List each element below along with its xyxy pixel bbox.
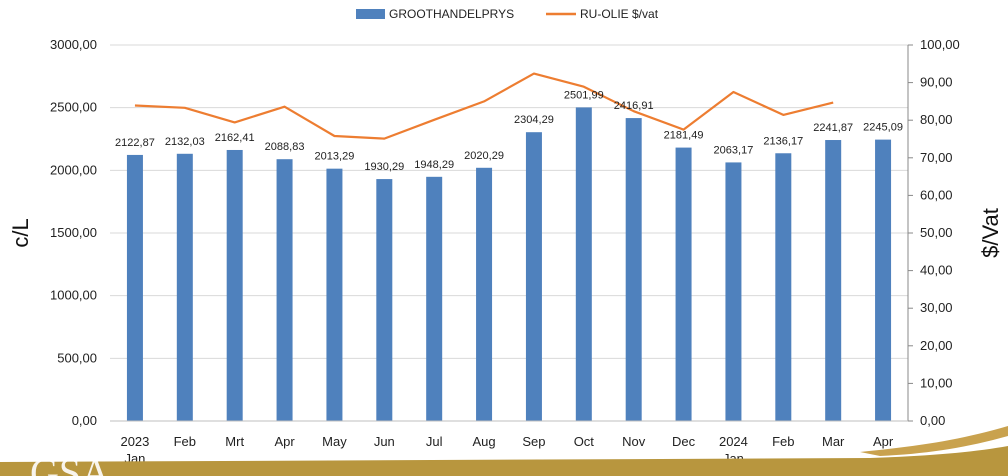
data-label: 2136,17 [763, 135, 803, 147]
bar [126, 154, 143, 421]
data-label: 2416,91 [614, 100, 654, 112]
x-tick-label: Mar [822, 434, 845, 449]
x-tick-label: Apr [274, 434, 295, 449]
line-series [134, 72, 834, 140]
bar [376, 179, 393, 421]
left-axis: 0,00 500,00 1000,00 1500,00 2000,00 2500,00 30… [50, 37, 97, 428]
legend: GROOTHANDELPRYS RU-OLIE $/vat [356, 7, 659, 21]
x-tick-label: May [322, 434, 347, 449]
bar [176, 153, 193, 421]
y2-tick-label: 80,00 [920, 112, 953, 127]
x-tick-label: Mrt [225, 434, 244, 449]
x-tick-label: Jul [426, 434, 443, 449]
data-label: 2304,29 [514, 114, 554, 126]
y-tick-label: 0,00 [72, 413, 97, 428]
x-tick-label: Feb [174, 434, 196, 449]
data-label: 2181,49 [664, 130, 704, 142]
y2-tick-label: 50,00 [920, 225, 953, 240]
footer-gold-band [0, 446, 1008, 476]
bar [675, 147, 692, 421]
line-series-path [134, 72, 834, 140]
x-tick-label: 2024 [719, 434, 748, 449]
bar [326, 168, 343, 421]
bar [276, 159, 293, 422]
bar [725, 162, 742, 422]
bar [525, 132, 542, 421]
bar [226, 149, 243, 421]
data-label: 2122,87 [115, 137, 155, 149]
y-tick-label: 3000,00 [50, 37, 97, 52]
y2-axis-title: $/Vat [978, 208, 1003, 258]
bar [625, 118, 642, 421]
data-label: 1948,29 [414, 159, 454, 171]
data-label: 2241,87 [813, 122, 853, 134]
data-label: 2132,03 [165, 136, 205, 148]
y2-tick-label: 70,00 [920, 150, 953, 165]
y-tick-label: 1000,00 [50, 288, 97, 303]
y2-tick-label: 90,00 [920, 75, 953, 90]
x-tick-label: Oct [574, 434, 595, 449]
footer-swoosh [860, 426, 1008, 456]
y2-tick-label: 10,00 [920, 375, 953, 390]
y2-tick-label: 30,00 [920, 300, 953, 315]
y2-tick-label: 100,00 [920, 37, 960, 52]
y2-tick-label: 0,00 [920, 413, 945, 428]
bar [575, 107, 592, 422]
legend-label-bar: GROOTHANDELPRYS [389, 7, 514, 21]
data-label: 2088,83 [265, 141, 305, 153]
bar [775, 153, 792, 421]
bar-series [126, 107, 892, 422]
y2-tick-label: 60,00 [920, 187, 953, 202]
footer-logo-text: GSA [30, 450, 110, 476]
x-tick-label: Aug [472, 434, 495, 449]
x-tick-label: Dec [672, 434, 696, 449]
x-tick-label: Jun [374, 434, 395, 449]
data-labels: 2122,87 2132,03 2162,41 2088,83 2013,29 1930,… [115, 89, 903, 173]
data-label: 2020,29 [464, 150, 504, 162]
bar [875, 139, 892, 421]
data-label: 2162,41 [215, 132, 255, 144]
x-tick-label: Nov [622, 434, 646, 449]
x-tick-label: Feb [772, 434, 794, 449]
y-tick-label: 500,00 [57, 350, 97, 365]
data-label: 2063,17 [714, 144, 754, 156]
data-label: 2501,99 [564, 89, 604, 101]
y-tick-label: 2500,00 [50, 100, 97, 115]
data-label: 2013,29 [315, 151, 355, 163]
x-tick-label: Sep [522, 434, 545, 449]
x-tick-label: 2023 [120, 434, 149, 449]
right-axis: 0,00 10,00 20,00 30,00 40,00 50,00 60,00 70,00 8… [907, 37, 960, 428]
bar [426, 176, 443, 421]
bar [476, 167, 493, 421]
gridlines [110, 44, 908, 422]
legend-label-line: RU-OLIE $/vat [580, 7, 659, 21]
bar [825, 140, 842, 421]
x-tick-label: Apr [873, 434, 894, 449]
y2-tick-label: 40,00 [920, 263, 953, 278]
footer-band: GSA [0, 426, 1008, 476]
y-axis-title: c/L [8, 218, 33, 247]
y-tick-label: 2000,00 [50, 162, 97, 177]
legend-swatch-bar [356, 9, 385, 19]
data-label: 1930,29 [364, 161, 404, 173]
y-tick-label: 1500,00 [50, 225, 97, 240]
y2-tick-label: 20,00 [920, 338, 953, 353]
data-label: 2245,09 [863, 122, 903, 134]
